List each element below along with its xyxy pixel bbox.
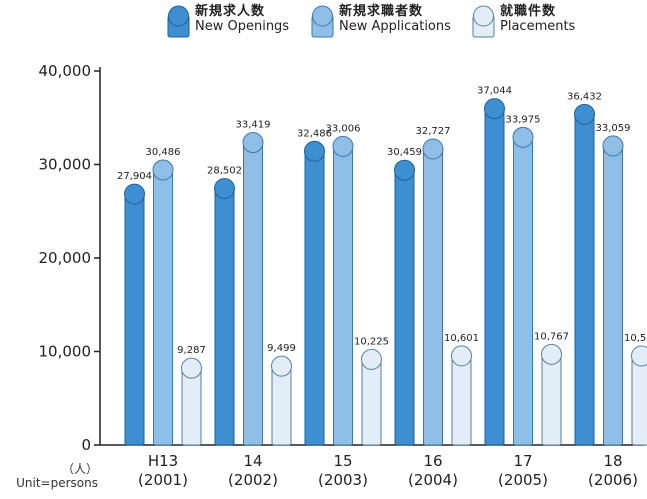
bar <box>124 195 145 446</box>
data-label: 33,006 <box>326 123 361 134</box>
bar <box>484 110 505 446</box>
bar-cap <box>512 126 534 148</box>
data-label: 30,486 <box>146 147 181 158</box>
x-tick-label: H13 <box>148 452 178 470</box>
bar <box>271 367 292 446</box>
bar-cap <box>271 355 292 377</box>
bar-cap <box>361 348 382 370</box>
x-tick-label-year: (2004) <box>408 471 458 489</box>
legend-label-en: New Applications <box>339 19 451 34</box>
data-label: 32,486 <box>297 128 332 139</box>
bar-cap <box>181 357 202 379</box>
bar-cap <box>422 138 444 160</box>
bar <box>513 138 533 446</box>
data-label: 27,904 <box>117 171 152 182</box>
legend: 新規求人数 New Openings 新規求職者数 New Applicatio… <box>0 4 647 44</box>
bar-cap <box>574 103 595 125</box>
y-tick-label: 10,000 <box>39 343 92 361</box>
bar-cap <box>394 159 415 181</box>
bar <box>574 115 595 446</box>
data-label: 36,432 <box>567 91 602 102</box>
legend-item-new-openings: 新規求人数 New Openings <box>166 4 289 38</box>
legend-label-jp: 就職件数 <box>500 4 557 19</box>
bar-cap <box>304 140 325 162</box>
bar-cap <box>602 135 624 157</box>
bar <box>631 357 647 446</box>
unit-label-en: Unit=persons <box>16 476 98 490</box>
data-label: 9,499 <box>267 343 296 354</box>
data-label: 33,975 <box>506 114 541 125</box>
data-label: 10,225 <box>354 336 389 347</box>
x-tick-label-year: (2005) <box>498 471 548 489</box>
bar-cap <box>484 98 505 120</box>
bar <box>451 357 472 446</box>
x-tick-label: 16 <box>423 452 442 470</box>
legend-label-en: New Openings <box>195 19 290 34</box>
legend-item-placements: 就職件数 Placements <box>471 4 575 38</box>
bar-cap <box>631 345 647 367</box>
bar-cap <box>124 183 145 205</box>
bar <box>333 147 353 446</box>
bar <box>423 150 443 446</box>
x-tick-label-year: (2003) <box>318 471 368 489</box>
data-label: 32,727 <box>416 126 451 137</box>
bar-cap <box>541 343 562 365</box>
data-label: 9,287 <box>177 345 206 356</box>
y-tick-label: 30,000 <box>39 156 92 174</box>
bar <box>394 171 415 446</box>
x-tick-label-year: (2002) <box>228 471 278 489</box>
data-label: 10,601 <box>444 333 479 344</box>
bar <box>541 355 562 446</box>
y-tick-label: 40,000 <box>39 62 92 80</box>
bar <box>304 152 325 446</box>
y-tick-label: 0 <box>81 436 91 454</box>
bar <box>243 144 263 446</box>
bar-cap <box>242 132 264 154</box>
bar <box>153 171 173 446</box>
x-tick-label: 14 <box>243 452 262 470</box>
bar-cap <box>451 345 472 367</box>
bar-cap <box>332 135 354 157</box>
bar <box>361 360 382 446</box>
x-tick-label: 17 <box>513 452 532 470</box>
data-label: 10,587 <box>624 333 647 344</box>
bar <box>181 369 202 446</box>
bar-cap <box>152 159 174 181</box>
x-tick-label-year: (2006) <box>588 471 638 489</box>
legend-label-jp: 新規求人数 <box>195 4 266 19</box>
data-label: 37,044 <box>477 86 512 97</box>
data-label: 30,459 <box>387 147 422 158</box>
legend-label-en: Placements <box>500 19 576 34</box>
legend-swatch-new-applications-icon <box>311 5 334 38</box>
legend-item-new-applications: 新規求職者数 New Applications <box>310 4 451 38</box>
data-label: 33,059 <box>596 123 631 134</box>
legend-label-jp: 新規求職者数 <box>339 4 424 19</box>
legend-swatch-placements-icon <box>472 5 495 38</box>
x-tick-label: 15 <box>333 452 352 470</box>
data-label: 10,767 <box>534 331 569 342</box>
bar-cap <box>214 178 235 200</box>
bar <box>603 147 623 446</box>
unit-label-jp: （人） <box>61 462 98 476</box>
y-tick-label: 20,000 <box>39 249 92 267</box>
data-label: 28,502 <box>207 166 242 177</box>
x-tick-label: 18 <box>603 452 622 470</box>
legend-swatch-new-openings-icon <box>167 5 190 38</box>
data-label: 33,419 <box>236 120 271 131</box>
unit-label: （人） Unit=persons <box>6 462 98 490</box>
x-tick-label-year: (2001) <box>138 471 188 489</box>
bar <box>214 190 235 446</box>
